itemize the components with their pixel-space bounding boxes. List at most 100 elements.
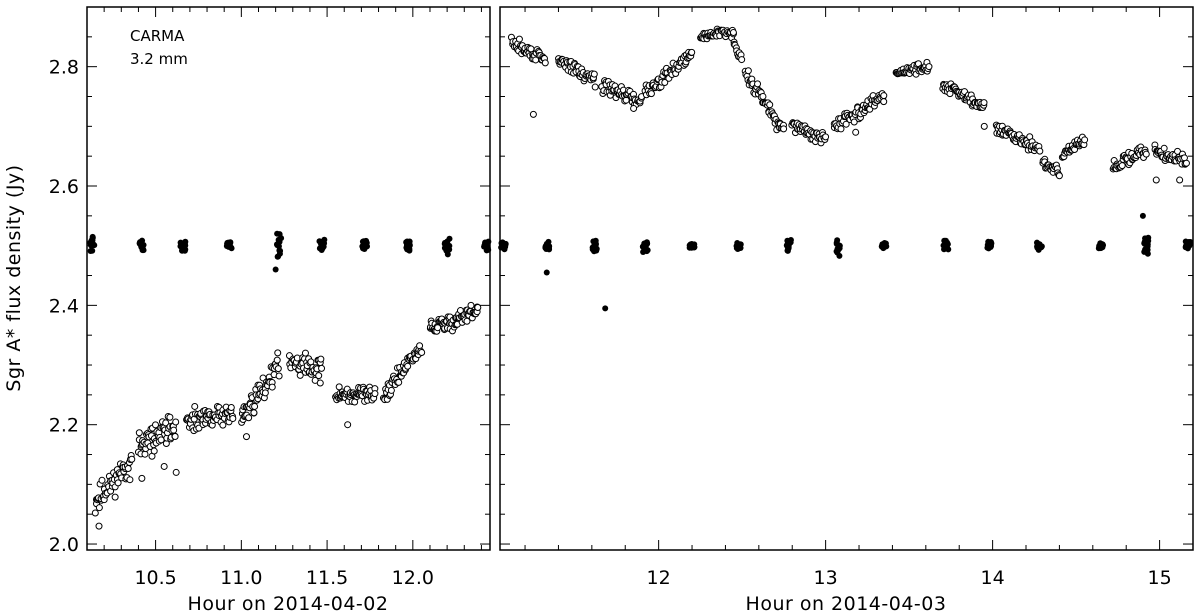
flux-point-open — [467, 301, 475, 309]
flux-point-open — [150, 447, 158, 455]
flux-point-open — [250, 409, 258, 417]
flux-point-open — [387, 386, 395, 394]
flux-point-open — [729, 28, 737, 36]
flux-point-open — [316, 379, 324, 387]
flux-point-open — [317, 355, 325, 363]
left-plot-frame — [86, 6, 491, 551]
right-axis-ticks: 12 13 14 15 — [500, 6, 1194, 589]
x-tick-label: 15 — [1148, 567, 1172, 589]
flux-point-open — [474, 303, 482, 311]
flux-point-filled — [1144, 241, 1151, 248]
flux-point-filled — [784, 237, 791, 244]
flux-point-open — [1160, 144, 1168, 152]
left-axis-ticks: 2.0 2.2 2.4 2.6 2.8 10.5 11.0 11.5 12.0 — [49, 6, 490, 589]
flux-point-open — [170, 426, 178, 434]
flux-point-open — [141, 450, 149, 458]
right-x-axis-title: Hour on 2014-04-03 — [746, 593, 947, 615]
flux-point-filled — [223, 242, 230, 249]
flux-point-filled — [1183, 239, 1190, 246]
flux-point-filled — [640, 248, 647, 255]
flux-point-open — [1182, 159, 1190, 167]
flux-point-open — [95, 504, 103, 512]
flux-point-filled — [1142, 246, 1149, 253]
flux-point-open — [1176, 176, 1184, 184]
flux-point-filled — [274, 230, 281, 237]
flux-point-filled — [986, 242, 993, 249]
flux-point-filled — [88, 236, 95, 243]
flux-point-filled — [834, 237, 841, 244]
flux-point-open — [852, 128, 860, 136]
annotation-instrument: CARMA — [130, 27, 185, 45]
flux-point-open — [1118, 162, 1126, 170]
flux-point-open — [1036, 147, 1044, 155]
flux-point-filled — [644, 247, 651, 254]
flux-point-open — [754, 80, 762, 88]
flux-point-open — [301, 349, 309, 357]
x-tick-label: 12 — [647, 567, 671, 589]
flux-point-open — [126, 476, 134, 484]
flux-point-open — [759, 92, 767, 100]
flux-point-open — [591, 83, 599, 91]
flux-point-filled — [316, 238, 323, 245]
flux-point-filled — [592, 241, 599, 248]
flux-point-open — [688, 48, 696, 56]
flux-point-open — [980, 99, 988, 107]
flux-point-open — [268, 383, 276, 391]
y-tick-label: 2.8 — [49, 57, 79, 79]
flux-point-filled — [443, 247, 450, 254]
flux-point-filled — [481, 242, 488, 249]
flux-point-filled — [545, 238, 552, 245]
flux-point-open — [590, 70, 598, 78]
flux-point-filled — [90, 241, 97, 248]
flux-point-filled — [319, 245, 326, 252]
flux-point-open — [227, 404, 235, 412]
flux-point-open — [114, 479, 122, 487]
flux-point-open — [318, 364, 326, 372]
flux-point-open — [1081, 136, 1089, 144]
flux-point-filled — [359, 245, 366, 252]
flux-point-filled — [836, 242, 843, 249]
flux-point-filled — [275, 243, 282, 250]
flux-point-open — [404, 362, 412, 370]
flux-point-open — [850, 118, 858, 126]
flux-point-filled — [499, 242, 506, 249]
flux-point-open — [980, 122, 988, 130]
flux-point-open — [275, 372, 283, 380]
flux-point-open — [744, 67, 752, 75]
flux-point-open — [925, 63, 933, 71]
flux-point-filled — [1142, 235, 1149, 242]
flux-point-filled — [89, 247, 96, 254]
flux-point-filled — [942, 237, 949, 244]
flux-point-open — [261, 389, 269, 397]
flux-point-open — [160, 462, 168, 470]
flux-point-open — [315, 372, 323, 380]
flux-point-open — [837, 125, 845, 133]
flux-point-open — [229, 415, 237, 423]
y-tick-label: 2.4 — [49, 295, 79, 317]
y-tick-label: 2.6 — [49, 176, 79, 198]
flux-point-open — [647, 90, 655, 98]
flux-point-filled — [275, 253, 282, 260]
flux-point-filled — [446, 235, 453, 242]
flux-point-filled — [878, 243, 885, 250]
flux-point-open — [162, 419, 170, 427]
flux-point-open — [171, 432, 179, 440]
flux-point-filled — [321, 236, 328, 243]
flux-point-open — [151, 421, 159, 429]
flux-point-open — [296, 371, 304, 379]
flux-point-filled — [182, 246, 189, 253]
flux-point-open — [1055, 172, 1063, 180]
x-tick-label: 12.0 — [392, 567, 434, 589]
flux-point-open — [91, 509, 99, 517]
flux-point-open — [344, 421, 352, 429]
flux-point-filled — [272, 266, 279, 273]
flux-point-open — [98, 476, 106, 484]
x-tick-label: 11.5 — [306, 567, 348, 589]
flux-point-open — [822, 133, 830, 141]
flux-point-open — [661, 78, 669, 86]
flux-point-open — [166, 413, 174, 421]
flux-point-open — [630, 104, 638, 112]
flux-point-filled — [1035, 241, 1042, 248]
y-tick-label: 2.2 — [49, 415, 79, 437]
